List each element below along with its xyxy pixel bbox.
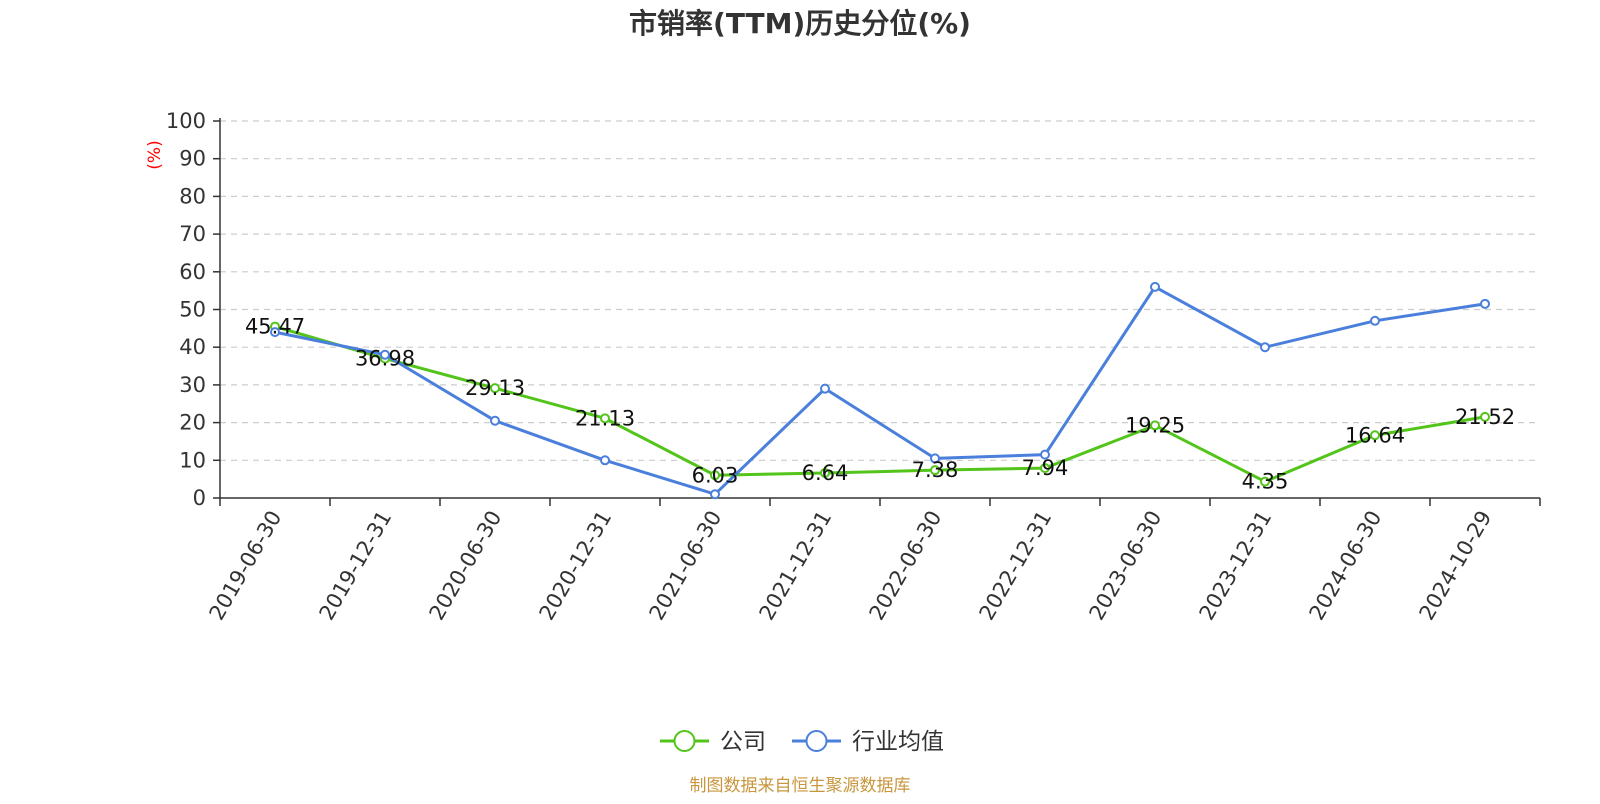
series-0-point	[820, 467, 830, 478]
series-1-point	[1040, 449, 1050, 460]
x-tick-label: 2019-06-30	[205, 507, 287, 625]
series-1-point	[380, 349, 390, 360]
series-1-point	[930, 453, 940, 464]
y-tick-label: 40	[179, 335, 206, 359]
y-tick-label: 90	[179, 147, 206, 171]
x-tick-label: 2023-12-31	[1195, 507, 1277, 625]
y-tick-label: 60	[179, 260, 206, 284]
series-1-point	[1370, 315, 1380, 326]
series-1-point	[1150, 281, 1160, 292]
series-1-point	[490, 415, 500, 426]
y-axis-unit-label: (%)	[145, 140, 165, 169]
series-1-point	[1260, 342, 1270, 353]
series-line-0	[274, 325, 1486, 484]
x-tick-label: 2023-06-30	[1085, 507, 1167, 625]
series-1-point	[600, 455, 610, 466]
legend-label-0: 公司	[720, 729, 766, 755]
data-label: 19.25	[1125, 413, 1185, 437]
series-0-point	[1150, 420, 1160, 431]
series-1-point	[270, 327, 280, 338]
y-tick-label: 0	[193, 486, 206, 510]
data-label: 21.13	[575, 406, 635, 430]
legend-marker-0	[673, 730, 696, 752]
y-tick-label: 20	[179, 411, 206, 435]
y-tick-label: 80	[179, 184, 206, 208]
series-1-point	[1480, 298, 1490, 309]
data-label: 45.47	[245, 315, 305, 339]
data-label: 7.38	[912, 458, 959, 482]
x-tick-label: 2022-06-30	[865, 507, 947, 625]
series-1-point	[820, 383, 830, 394]
data-label: 36.98	[355, 347, 415, 371]
legend-label-1: 行业均值	[852, 729, 944, 755]
y-tick-label: 50	[179, 298, 206, 322]
x-tick-label: 2021-12-31	[755, 507, 837, 625]
grid-layer	[220, 120, 1540, 461]
x-tick-label: 2020-12-31	[535, 507, 617, 625]
series-0-point	[1260, 476, 1270, 487]
series-layer	[270, 281, 1490, 500]
series-0-point	[600, 413, 610, 424]
data-label: 4.35	[1242, 470, 1289, 494]
y-tick-label: 100	[166, 109, 206, 133]
x-tick-label: 2024-10-29	[1415, 507, 1497, 625]
data-label: 29.13	[465, 376, 525, 400]
x-tick-label: 2022-12-31	[975, 507, 1057, 625]
series-0-point	[1370, 430, 1380, 441]
series-0-point	[710, 470, 720, 481]
series-0-point	[1480, 411, 1490, 422]
data-label: 6.03	[692, 463, 739, 487]
series-0-point	[490, 383, 500, 394]
x-tick-label: 2020-06-30	[425, 507, 507, 625]
legend: 公司 行业均值	[660, 729, 944, 755]
data-label-layer: 45.47 36.98 29.13 21.13 6.03 6.64 7.38 7.94 19.2…	[245, 315, 1515, 494]
series-0-point	[930, 465, 940, 476]
data-label: 6.64	[802, 461, 849, 485]
x-tick-label: 2019-12-31	[315, 507, 397, 625]
y-tick-label: 30	[179, 373, 206, 397]
y-tick-label: 70	[179, 222, 206, 246]
y-tick-label: 10	[179, 448, 206, 472]
x-tick-label: 2024-06-30	[1305, 507, 1387, 625]
chart-title: 市销率(TTM)历史分位(%)	[629, 7, 971, 40]
legend-marker-1	[805, 730, 828, 752]
series-line-1	[274, 285, 1486, 496]
data-label: 16.64	[1345, 423, 1405, 447]
source-note: 制图数据来自恒生聚源数据库	[690, 776, 911, 796]
series-0-point	[1040, 463, 1050, 474]
series-1-point	[710, 489, 720, 500]
x-tick-label: 2021-06-30	[645, 507, 727, 625]
data-label: 21.52	[1455, 405, 1515, 429]
data-label: 7.94	[1022, 456, 1069, 480]
